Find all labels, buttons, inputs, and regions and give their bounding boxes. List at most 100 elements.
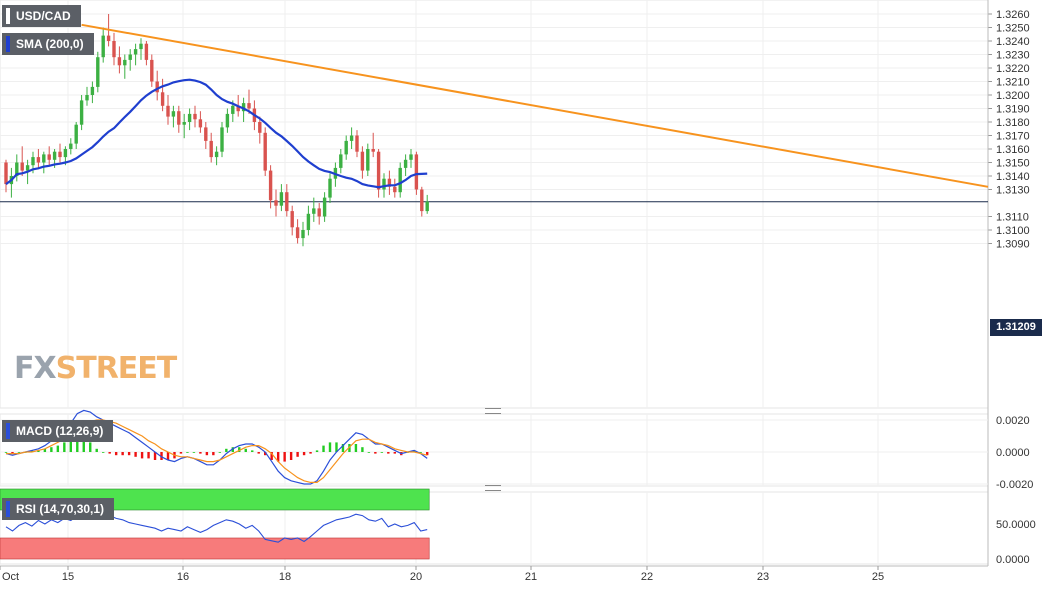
macd-histogram-bar bbox=[302, 452, 306, 456]
rsi-tag[interactable]: RSI (14,70,30,1) bbox=[2, 498, 115, 520]
fxstreet-watermark: FXSTREET bbox=[14, 352, 177, 386]
macd-label: MACD (12,26,9) bbox=[16, 424, 104, 438]
candle-body bbox=[155, 81, 159, 93]
candle-body bbox=[101, 35, 105, 58]
macd-histogram-bar bbox=[361, 447, 364, 452]
candle-body bbox=[69, 143, 73, 149]
candle-body bbox=[425, 201, 429, 212]
rsi-label: RSI (14,70,30,1) bbox=[16, 502, 105, 516]
candle-body bbox=[274, 200, 278, 206]
current-price-badge: 1.31209 bbox=[990, 319, 1042, 336]
candle-body bbox=[52, 151, 57, 160]
candle-body bbox=[322, 197, 327, 217]
candle-body bbox=[225, 113, 230, 128]
candle-body bbox=[31, 157, 35, 166]
x-tick-label: 16 bbox=[177, 571, 189, 583]
macd-histogram-bar bbox=[212, 452, 215, 456]
macd-histogram-bar bbox=[322, 445, 325, 452]
y-tick-label-price: 1.3160 bbox=[996, 144, 1030, 156]
candle-body bbox=[306, 213, 311, 230]
macd-histogram-bar bbox=[102, 452, 105, 453]
y-tick-label-price: 1.3240 bbox=[996, 36, 1030, 48]
macd-histogram-bar bbox=[17, 452, 21, 453]
candle-body bbox=[236, 105, 240, 112]
y-tick-label-macd: -0.0020 bbox=[996, 479, 1033, 491]
macd-histogram-bar bbox=[30, 450, 34, 452]
candle-body bbox=[409, 154, 413, 160]
candle-body bbox=[90, 86, 95, 95]
y-tick-label-price: 1.3230 bbox=[996, 50, 1030, 62]
macd-histogram-bar bbox=[419, 452, 422, 453]
candle-body bbox=[47, 154, 51, 160]
macd-histogram-bar bbox=[296, 452, 299, 457]
x-tick-label: 25 bbox=[872, 571, 884, 583]
macd-histogram-bar bbox=[179, 452, 183, 454]
macd-histogram-bar bbox=[231, 447, 234, 452]
macd-histogram-bar bbox=[335, 442, 338, 452]
candle-body bbox=[344, 140, 348, 155]
macd-histogram-bar bbox=[309, 452, 312, 454]
y-tick-label-price: 1.3100 bbox=[996, 225, 1030, 237]
y-tick-label-price: 1.3200 bbox=[996, 90, 1030, 102]
macd-histogram-bar bbox=[134, 452, 137, 457]
macd-histogram-bar bbox=[114, 452, 118, 456]
candle-body bbox=[376, 151, 381, 190]
macd-histogram-bar bbox=[238, 447, 241, 452]
macd-histogram-bar bbox=[50, 447, 53, 452]
candle-body bbox=[106, 35, 111, 41]
macd-histogram-bar bbox=[341, 444, 345, 452]
y-tick-label-price: 1.3130 bbox=[996, 185, 1030, 197]
candle-body bbox=[355, 135, 359, 152]
x-tick-label: 21 bbox=[525, 571, 537, 583]
macd-histogram-bar bbox=[43, 448, 47, 452]
y-tick-label-price: 1.3140 bbox=[996, 171, 1030, 183]
candle-body bbox=[247, 103, 251, 109]
candle-body bbox=[20, 162, 24, 171]
candle-body bbox=[4, 162, 8, 185]
panel-resize-handle-rsi[interactable] bbox=[485, 485, 501, 491]
candle-body bbox=[63, 149, 68, 158]
candle-body bbox=[58, 151, 62, 158]
macd-histogram-bar bbox=[147, 452, 150, 459]
candle-body bbox=[360, 151, 365, 171]
macd-histogram-bar bbox=[244, 448, 247, 452]
candle-body bbox=[193, 113, 197, 120]
candle-body bbox=[160, 92, 165, 106]
x-tick-label: 18 bbox=[279, 571, 291, 583]
candle-body bbox=[117, 57, 122, 66]
macd-histogram-bar bbox=[380, 452, 384, 453]
symbol-tag[interactable]: USD/CAD bbox=[2, 5, 81, 27]
macd-histogram-bar bbox=[82, 437, 85, 452]
candle-body bbox=[263, 132, 267, 171]
macd-tag[interactable]: MACD (12,26,9) bbox=[2, 420, 114, 442]
candle-body bbox=[290, 211, 294, 228]
macd-histogram-bar bbox=[289, 452, 293, 460]
candle-body bbox=[382, 178, 386, 190]
macd-histogram-bar bbox=[127, 452, 131, 456]
rsi-swatch bbox=[6, 501, 10, 517]
candle-body bbox=[209, 140, 213, 158]
macd-histogram-bar bbox=[69, 440, 72, 452]
candle-body bbox=[79, 100, 84, 125]
macd-histogram-bar bbox=[37, 450, 40, 452]
candle-body bbox=[112, 41, 116, 58]
macd-histogram-bar bbox=[205, 452, 209, 456]
macd-histogram-bar bbox=[140, 452, 144, 459]
price-panel-bg bbox=[0, 0, 989, 409]
candle-body bbox=[414, 154, 419, 190]
panel-resize-handle-macd[interactable] bbox=[485, 408, 501, 414]
candle-body bbox=[398, 167, 402, 193]
macd-histogram-bar bbox=[11, 452, 14, 454]
candle-body bbox=[279, 192, 284, 206]
macd-histogram-bar bbox=[387, 452, 390, 454]
macd-histogram-bar bbox=[4, 452, 8, 453]
macd-line bbox=[5, 409, 428, 485]
macd-histogram-bar bbox=[218, 452, 222, 453]
sma-tag[interactable]: SMA (200,0) bbox=[2, 33, 94, 55]
macd-histogram-bar bbox=[121, 452, 124, 456]
y-tick-label-price: 1.3250 bbox=[996, 23, 1030, 35]
candle-body bbox=[198, 119, 203, 128]
macd-histogram-bar bbox=[166, 452, 170, 460]
